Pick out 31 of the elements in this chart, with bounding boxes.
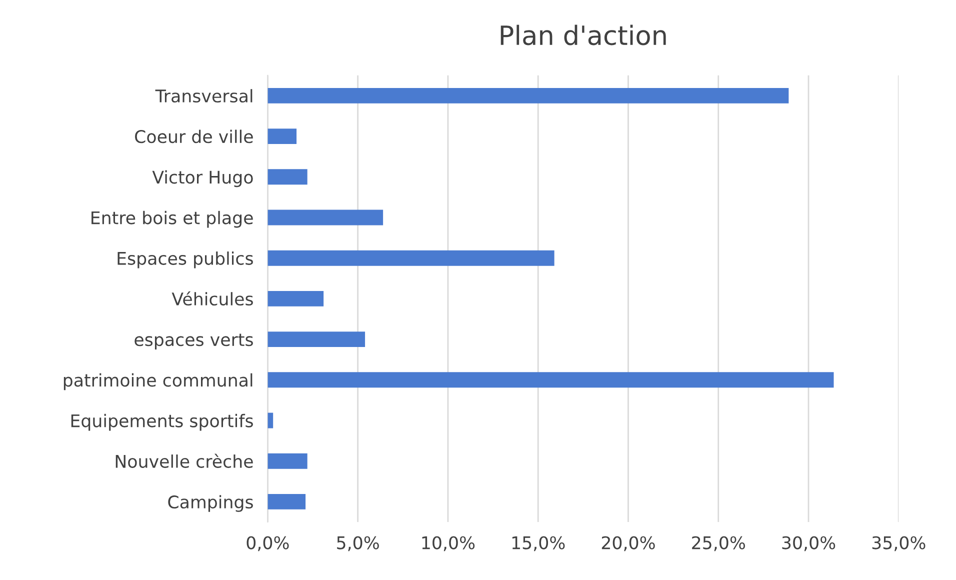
x-tick-label: 25,0% xyxy=(692,536,745,552)
y-tick-label: Transversal xyxy=(155,89,252,103)
y-tick-label: Victor Hugo xyxy=(152,170,253,188)
bar xyxy=(268,453,308,469)
y-tick-label: patrimoine communal xyxy=(64,373,252,390)
y-tick-label: Espaces publics xyxy=(118,252,253,268)
bar xyxy=(268,169,308,185)
bar xyxy=(268,128,297,144)
bar xyxy=(268,290,324,306)
bar xyxy=(268,412,274,428)
bar xyxy=(268,88,789,104)
x-tick-label: 10,0% xyxy=(422,536,475,552)
y-tick-label: espaces verts xyxy=(134,334,253,350)
x-tick-label: 35,0% xyxy=(872,536,926,552)
bar xyxy=(268,250,554,266)
x-tick-label: 5,0% xyxy=(337,536,379,552)
bar xyxy=(268,494,306,510)
y-tick-label: Equipements sportifs xyxy=(71,414,253,431)
y-tick-label: Entre bois et plage xyxy=(92,210,253,228)
x-tick-label: 20,0% xyxy=(602,536,655,552)
bar xyxy=(268,332,366,348)
y-tick-label: Campings xyxy=(168,495,253,512)
bar xyxy=(268,372,834,388)
bar xyxy=(268,210,384,226)
chart-title: Plan d'action xyxy=(500,24,666,46)
y-tick-label: Coeur de ville xyxy=(135,130,253,144)
x-tick-label: 0,0% xyxy=(246,536,289,552)
y-tick-label: Nouvelle crèche xyxy=(116,454,253,468)
x-tick-label: 15,0% xyxy=(512,536,565,552)
x-tick-label: 30,0% xyxy=(782,536,836,552)
y-tick-label: Véhicules xyxy=(172,291,253,306)
